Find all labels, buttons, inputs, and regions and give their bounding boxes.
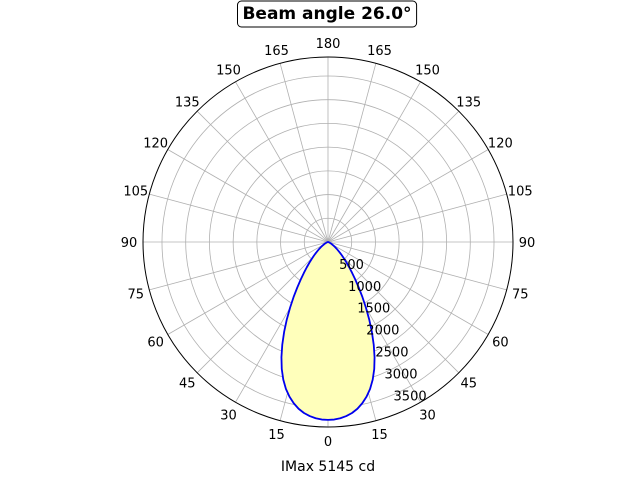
- angular-grid-line: [327, 149, 489, 243]
- chart-title-box: Beam angle 26.0°: [237, 0, 418, 28]
- angle-tick-label: 30: [220, 408, 237, 423]
- angular-grid-line: [327, 241, 489, 335]
- radial-tick-label: 2500: [375, 346, 408, 361]
- angular-grid-line: [235, 81, 329, 243]
- angle-tick-label: 90: [519, 236, 536, 251]
- radial-tick-label: 3500: [394, 389, 427, 404]
- angle-tick-label: 45: [179, 377, 196, 392]
- angle-tick-label: 75: [128, 288, 145, 303]
- angular-grid-line: [327, 241, 460, 374]
- angle-tick-label: 165: [367, 44, 392, 59]
- radial-tick-label: 1000: [348, 280, 381, 295]
- angular-grid-line: [327, 193, 507, 243]
- angle-tick-label: 45: [460, 377, 477, 392]
- angular-grid-line: [167, 241, 329, 335]
- angle-tick-label: 105: [123, 184, 148, 199]
- chart-title: Beam angle 26.0°: [242, 4, 411, 24]
- polar-frame: [142, 56, 514, 428]
- angle-tick-label: 120: [488, 137, 513, 152]
- intensity-curve-group: [280, 241, 376, 421]
- radial-tick-label: 3000: [384, 367, 417, 382]
- angular-grid-line: [327, 110, 460, 243]
- angle-tick-label: 15: [371, 428, 388, 443]
- radial-tick-labels: 500 1000 1500 2000 2500 3000 3500: [339, 258, 427, 404]
- intensity-fill: [281, 242, 375, 420]
- radial-tick-label: 2000: [366, 324, 399, 339]
- angle-tick-label: 60: [147, 336, 164, 351]
- angle-tick-label: 135: [456, 95, 481, 110]
- angle-tick-label: 0: [324, 435, 332, 450]
- angle-tick-label: 90: [121, 236, 138, 251]
- angular-grid-line: [327, 81, 421, 243]
- angle-tick-label: 105: [508, 184, 533, 199]
- angular-grid-line: [279, 63, 329, 243]
- intensity-curve: [280, 241, 376, 421]
- angular-grid-line: [327, 63, 377, 243]
- radial-tick-label: 1500: [357, 302, 390, 317]
- angular-grid-line: [196, 241, 329, 374]
- angle-tick-labels: 0 15 30 45 60 75 90 105 120 135 150 165 180 165 150 135…: [121, 37, 536, 450]
- angle-tick-label: 75: [512, 288, 529, 303]
- angular-grid-line: [196, 110, 329, 243]
- angular-grid-line: [149, 193, 329, 243]
- angle-tick-label: 150: [216, 64, 241, 79]
- x-axis-label: IMax 5145 cd: [281, 459, 375, 475]
- angle-tick-label: 15: [268, 428, 285, 443]
- angle-tick-label: 60: [492, 336, 509, 351]
- angular-grid-line: [167, 149, 329, 243]
- angle-tick-label: 135: [175, 95, 200, 110]
- angle-tick-label: 150: [415, 64, 440, 79]
- angle-tick-label: 120: [143, 137, 168, 152]
- angular-grid-line: [149, 241, 329, 291]
- radial-tick-label: 500: [339, 258, 364, 273]
- angle-tick-label: 180: [316, 37, 341, 52]
- angular-grid-line: [327, 241, 507, 291]
- angle-tick-label: 30: [419, 408, 436, 423]
- angle-tick-label: 165: [264, 44, 289, 59]
